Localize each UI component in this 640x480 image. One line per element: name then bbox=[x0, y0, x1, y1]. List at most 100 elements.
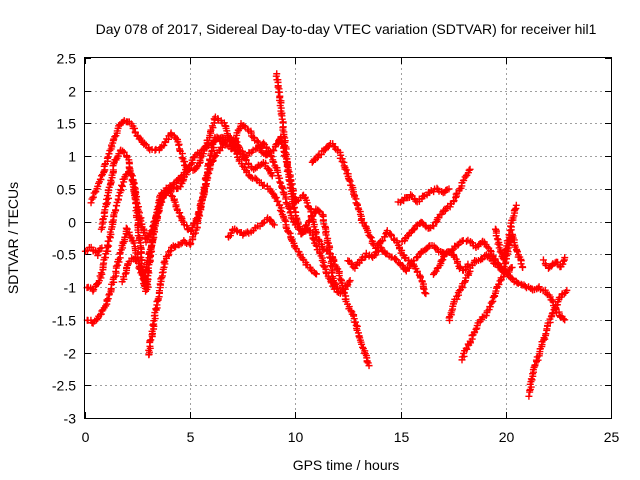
data-point bbox=[450, 197, 458, 205]
data-point bbox=[365, 362, 373, 370]
data-point bbox=[502, 246, 510, 254]
data-point bbox=[151, 217, 159, 225]
data-point bbox=[96, 175, 104, 183]
data-point bbox=[268, 153, 276, 161]
data-point bbox=[496, 277, 504, 285]
data-point bbox=[240, 122, 248, 130]
data-point bbox=[152, 305, 160, 313]
data-point bbox=[445, 185, 453, 193]
data-point bbox=[283, 167, 291, 175]
y-tick-label: 2.5 bbox=[57, 51, 77, 67]
data-point bbox=[314, 152, 322, 160]
data-point bbox=[563, 286, 571, 294]
data-point bbox=[493, 260, 501, 268]
grid bbox=[85, 58, 611, 418]
data-point bbox=[346, 277, 354, 285]
data-point bbox=[490, 259, 498, 267]
data-point bbox=[167, 247, 175, 255]
data-point bbox=[330, 257, 338, 265]
data-point bbox=[169, 183, 177, 191]
data-point bbox=[269, 220, 277, 228]
y-axis-label: SDTVAR / TECUs bbox=[5, 182, 21, 294]
data-point bbox=[103, 296, 111, 304]
data-point bbox=[452, 190, 460, 198]
data-point bbox=[495, 280, 503, 288]
data-point bbox=[340, 162, 348, 170]
data-point bbox=[541, 335, 549, 343]
data-point bbox=[519, 263, 527, 271]
data-point bbox=[111, 133, 119, 141]
x-tick-label: 15 bbox=[394, 429, 410, 445]
data-point bbox=[465, 166, 473, 174]
data-point bbox=[335, 272, 343, 280]
data-point bbox=[312, 230, 320, 238]
data-point bbox=[141, 140, 149, 148]
data-point bbox=[363, 358, 371, 366]
data-point bbox=[112, 202, 120, 210]
data-point bbox=[430, 222, 438, 230]
series-arc-12 bbox=[394, 184, 453, 206]
x-tick-label: 5 bbox=[187, 429, 195, 445]
data-point bbox=[130, 239, 138, 247]
data-point bbox=[135, 264, 143, 272]
y-tick-label: -1 bbox=[64, 280, 77, 296]
data-point bbox=[455, 287, 463, 295]
data-point bbox=[274, 197, 282, 205]
data-point bbox=[105, 237, 113, 245]
data-point bbox=[539, 256, 547, 264]
data-point bbox=[370, 252, 378, 260]
data-point bbox=[312, 241, 320, 249]
data-point bbox=[555, 308, 563, 316]
data-point bbox=[122, 224, 130, 232]
y-tick-label: -2 bbox=[64, 346, 77, 362]
data-point bbox=[270, 221, 278, 229]
data-point bbox=[312, 270, 320, 278]
data-point bbox=[281, 216, 289, 224]
x-tick-label: 25 bbox=[604, 429, 620, 445]
data-point bbox=[323, 238, 331, 246]
series-arc-17 bbox=[491, 201, 520, 264]
data-point bbox=[500, 254, 508, 262]
data-point bbox=[285, 176, 293, 184]
data-point bbox=[126, 233, 134, 241]
data-point bbox=[105, 150, 113, 158]
data-point bbox=[438, 187, 446, 195]
data-point bbox=[260, 139, 268, 147]
data-point bbox=[453, 259, 461, 267]
data-point bbox=[144, 283, 152, 291]
data-point bbox=[461, 278, 469, 286]
data-point bbox=[559, 315, 567, 323]
series-arc-6 bbox=[118, 253, 152, 291]
data-point bbox=[149, 321, 157, 329]
y-tick-label: -3 bbox=[64, 411, 77, 427]
data-point bbox=[381, 233, 389, 241]
data-point bbox=[268, 172, 276, 180]
data-point bbox=[347, 307, 355, 315]
data-point bbox=[309, 235, 317, 243]
data-point bbox=[253, 137, 261, 145]
chart-title: Day 078 of 2017, Sidereal Day-to-day VTE… bbox=[96, 21, 597, 37]
series-arc-18 bbox=[525, 286, 571, 400]
data-point bbox=[525, 392, 533, 400]
data-point bbox=[112, 262, 120, 270]
data-point bbox=[466, 165, 474, 173]
x-tick-label: 20 bbox=[499, 429, 515, 445]
data-point bbox=[147, 336, 155, 344]
data-point bbox=[486, 303, 494, 311]
data-point bbox=[187, 240, 195, 248]
data-point bbox=[306, 205, 314, 213]
data-point bbox=[505, 231, 513, 239]
data-point bbox=[155, 287, 163, 295]
x-axis-label: GPS time / hours bbox=[293, 457, 400, 473]
data-point bbox=[303, 199, 311, 207]
y-tick-label: -1.5 bbox=[52, 313, 76, 329]
data-point bbox=[285, 228, 293, 236]
data-point bbox=[278, 184, 286, 192]
data-point bbox=[494, 240, 502, 248]
data-point bbox=[341, 165, 349, 173]
data-point bbox=[210, 153, 218, 161]
data-point bbox=[287, 236, 295, 244]
data-point bbox=[472, 325, 480, 333]
data-point bbox=[149, 222, 157, 230]
